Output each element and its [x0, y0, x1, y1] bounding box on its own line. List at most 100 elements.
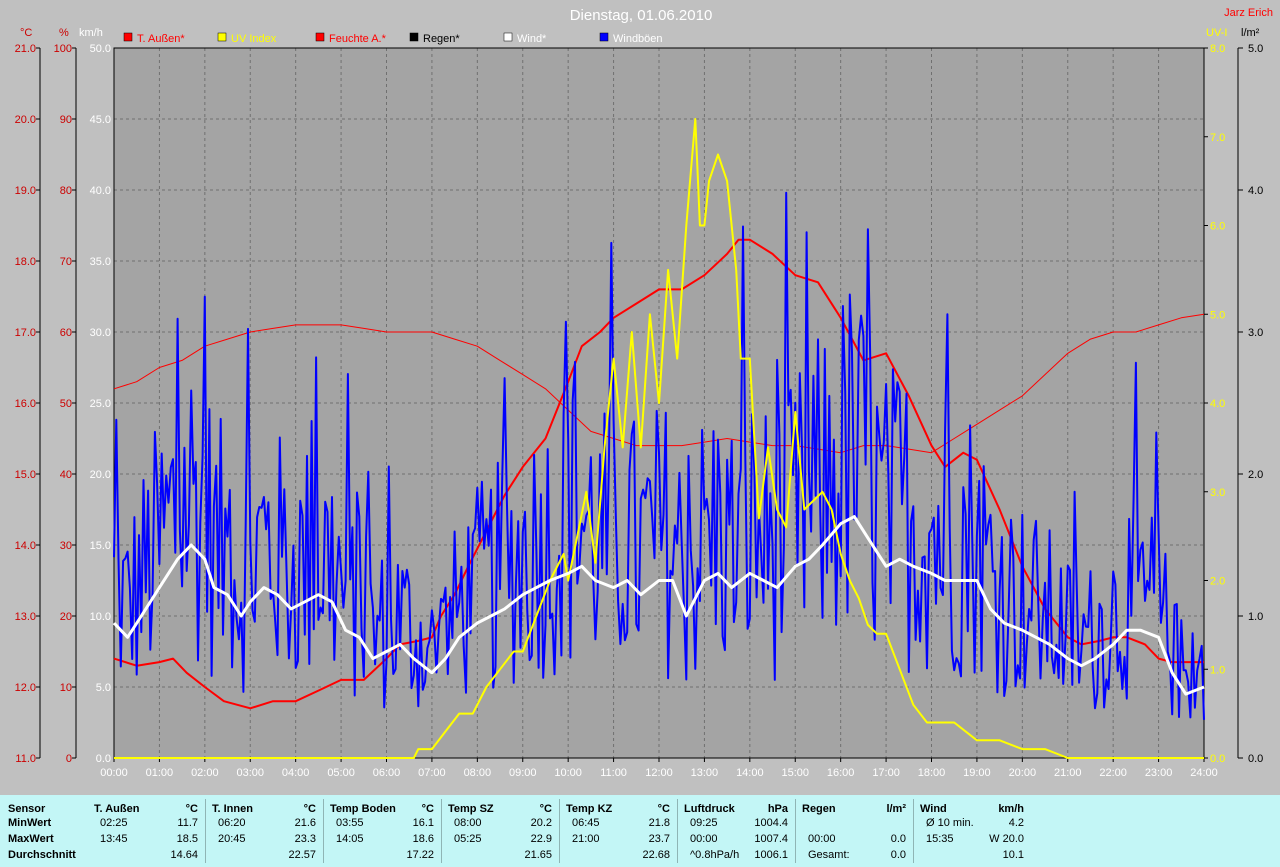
stat-value: 10.1 — [1002, 849, 1024, 861]
rain-axis-unit: l/m² — [1241, 27, 1260, 39]
stat-time: Ø 10 min. — [926, 817, 974, 829]
stat-value: 18.5 — [176, 833, 198, 845]
series-line-wind — [112, 515, 1205, 696]
uv-tick-label: 8.0 — [1210, 43, 1225, 55]
legend-swatch — [123, 32, 133, 42]
wind-axis-unit: km/h — [79, 27, 103, 39]
rain-tick-label: 0.0 — [1248, 753, 1263, 765]
wind-tick-label: 0.0 — [96, 753, 111, 765]
row-label: MinWert — [8, 817, 52, 829]
humidity-tick-label: 0 — [66, 753, 72, 765]
x-tick-label: 03:00 — [236, 767, 264, 779]
stat-time: 20:45 — [218, 833, 246, 845]
temp-axis-unit: °C — [20, 27, 32, 39]
legend-label: Wind* — [517, 33, 547, 45]
weather-chart: °C% km/h UV-I l/m² 11.0 12.0 13.0 14.0 15.0 16.0 1… — [14, 7, 1273, 779]
stat-time: 06:45 — [572, 817, 600, 829]
stat-value: 20.2 — [530, 817, 552, 829]
column-header: Temp SZ — [448, 803, 494, 815]
stat-time: 14:05 — [336, 833, 364, 845]
stat-value: 22.68 — [642, 849, 670, 861]
stat-time: 21:00 — [572, 833, 600, 845]
humidity-tick-label: 30 — [60, 540, 72, 552]
wind-tick-label: 20.0 — [90, 469, 111, 481]
legend-label: T. Außen* — [137, 33, 185, 45]
stat-value: 1004.4 — [754, 817, 788, 829]
stat-time: 09:25 — [690, 817, 718, 829]
stat-value: W 20.0 — [989, 833, 1024, 845]
stat-value: 22.57 — [288, 849, 316, 861]
x-tick-label: 09:00 — [509, 767, 537, 779]
uv-tick-label: 0.0 — [1210, 753, 1225, 765]
stat-time: 13:45 — [100, 833, 128, 845]
uv-tick-label: 7.0 — [1210, 132, 1225, 144]
x-tick-label: 02:00 — [191, 767, 219, 779]
x-tick-label: 15:00 — [781, 767, 809, 779]
column-unit: °C — [539, 803, 552, 815]
x-tick-label: 06:00 — [373, 767, 401, 779]
wind-tick-label: 35.0 — [90, 256, 111, 268]
x-tick-label: 21:00 — [1054, 767, 1082, 779]
x-tick-label: 10:00 — [554, 767, 582, 779]
column-unit: °C — [185, 803, 198, 815]
x-tick-label: 23:00 — [1145, 767, 1173, 779]
column-divider — [323, 799, 324, 863]
stat-value: 0.0 — [890, 849, 906, 861]
stat-time: 02:25 — [100, 817, 128, 829]
rain-tick-label: 5.0 — [1248, 43, 1263, 55]
stat-time: 00:00 — [808, 833, 836, 845]
humidity-tick-label: 100 — [54, 43, 72, 55]
column-header: Temp Boden — [330, 803, 396, 815]
wind-tick-label: 30.0 — [90, 327, 111, 339]
humidity-axis-unit: % — [59, 27, 69, 39]
temp-tick-label: 16.0 — [15, 398, 36, 410]
stat-value: 23.7 — [648, 833, 670, 845]
stat-time: 15:35 — [926, 833, 954, 845]
column-unit: °C — [657, 803, 670, 815]
humidity-tick-label: 20 — [60, 611, 72, 623]
column-header: T. Innen — [212, 803, 253, 815]
x-tick-label: 11:00 — [600, 767, 627, 779]
x-tick-label: 05:00 — [327, 767, 355, 779]
stat-value: 21.6 — [294, 817, 316, 829]
x-tick-label: 16:00 — [827, 767, 855, 779]
x-tick-label: 01:00 — [146, 767, 174, 779]
column-header: Luftdruck — [684, 803, 735, 815]
axes: °C% km/h UV-I l/m² 11.0 12.0 13.0 14.0 15.0 16.0 1… — [15, 27, 1264, 779]
humidity-tick-label: 50 — [60, 398, 72, 410]
wind-tick-label: 45.0 — [90, 114, 111, 126]
temp-tick-label: 20.0 — [15, 114, 36, 126]
wind-tick-label: 50.0 — [90, 43, 111, 55]
column-divider — [795, 799, 796, 863]
column-unit: °C — [303, 803, 316, 815]
wind-tick-label: 10.0 — [90, 611, 111, 623]
stat-value: 22.9 — [530, 833, 552, 845]
stat-value: 21.65 — [524, 849, 552, 861]
rain-tick-label: 4.0 — [1248, 185, 1263, 197]
legend-label: Feuchte A.* — [329, 33, 387, 45]
stat-value: 23.3 — [294, 833, 316, 845]
legend-swatch — [409, 32, 419, 42]
column-header: Temp KZ — [566, 803, 613, 815]
x-tick-label: 24:00 — [1190, 767, 1218, 779]
column-header: Regen — [802, 803, 836, 815]
temp-tick-label: 18.0 — [15, 256, 36, 268]
wind-tick-label: 15.0 — [90, 540, 111, 552]
series-line-uv — [114, 118, 1204, 759]
stat-value: 17.22 — [406, 849, 434, 861]
stat-time: ^0.8hPa/h — [690, 849, 740, 861]
x-tick-label: 07:00 — [418, 767, 446, 779]
rain-tick-label: 3.0 — [1248, 327, 1263, 339]
stat-value: 11.7 — [177, 817, 198, 829]
temp-tick-label: 19.0 — [15, 185, 36, 197]
x-tick-label: 20:00 — [1009, 767, 1037, 779]
stat-time: 03:55 — [336, 817, 364, 829]
stat-time: Gesamt: — [808, 849, 850, 861]
row-label: MaxWert — [8, 833, 54, 845]
legend-label: Regen* — [423, 33, 460, 45]
temp-tick-label: 11.0 — [15, 753, 36, 765]
row-label: Sensor — [8, 803, 46, 815]
legend-swatch — [503, 32, 513, 42]
x-tick-label: 08:00 — [464, 767, 492, 779]
legend-swatch — [217, 32, 227, 42]
